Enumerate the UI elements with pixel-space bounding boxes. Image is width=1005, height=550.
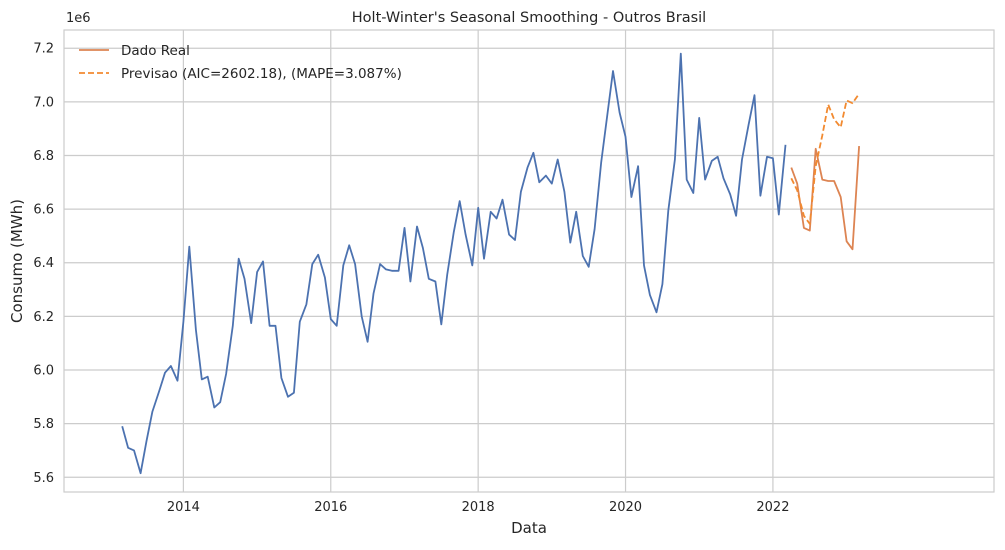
forecast-series-line: [790, 93, 860, 225]
legend-label-previsao: Previsao (AIC=2602.18), (MAPE=3.087%): [121, 66, 402, 82]
x-tick-label: 2022: [756, 500, 789, 515]
x-tick-label: 2016: [314, 500, 347, 515]
x-tick-label: 2014: [167, 500, 200, 515]
real-series-line: [790, 146, 860, 251]
y-tick-label: 6.8: [33, 149, 54, 164]
y-tick-label: 7.0: [33, 95, 54, 110]
y-tick-label: 6.2: [33, 310, 54, 325]
chart-title: Holt-Winter's Seasonal Smoothing - Outro…: [352, 10, 706, 26]
plot-frame: [63, 29, 995, 493]
tick-labels: 2014 2016 2018 2020 2022 5.6 5.8 6.0 6.2 6.4 6.6 6.…: [33, 42, 789, 515]
train-series-line: [121, 52, 787, 475]
y-tick-label: 5.8: [33, 417, 54, 432]
y-tick-label: 7.2: [33, 42, 54, 57]
y-tick-label: 5.6: [33, 471, 54, 486]
series-group: [121, 52, 860, 475]
legend-label-dado-real: Dado Real: [121, 43, 190, 59]
x-axis-label: Data: [511, 519, 547, 537]
y-tick-label: 6.0: [33, 363, 54, 378]
x-tick-label: 2018: [462, 500, 495, 515]
legend: Dado Real Previsao (AIC=2602.18), (MAPE=…: [79, 43, 402, 82]
y-tick-label: 6.4: [33, 256, 54, 271]
y-axis-label: Consumo (MWh): [8, 199, 26, 323]
y-offset-label: 1e6: [66, 11, 91, 26]
grid: [64, 30, 994, 492]
x-tick-label: 2020: [609, 500, 642, 515]
y-tick-label: 6.6: [33, 203, 54, 218]
